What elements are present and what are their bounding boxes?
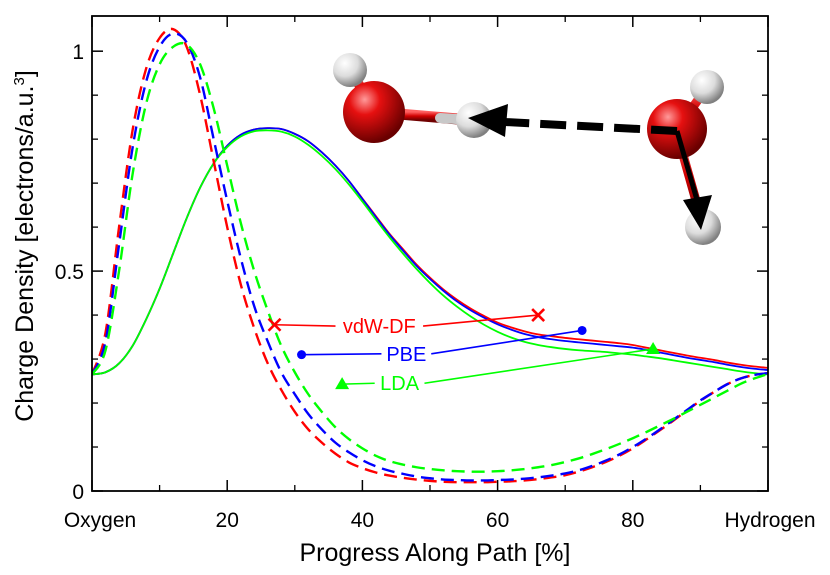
solid-path-arrowhead <box>683 195 712 230</box>
hydrogen-atom <box>333 53 367 87</box>
annotation-marker-pbe <box>577 325 587 335</box>
oxygen-atom-left <box>343 81 405 143</box>
x-axis-title: Progress Along Path [%] <box>300 539 571 567</box>
annotation-marker-vdw-df <box>531 308 546 322</box>
annotation-lda: LDA <box>335 341 661 395</box>
series-line-pbe-solid <box>92 127 768 376</box>
annotation-marker-pbe <box>297 350 307 360</box>
y-tick-label: 0.5 <box>55 261 84 284</box>
annotation-marker-lda <box>335 377 350 390</box>
y-tick-label: 0 <box>72 481 84 504</box>
series-line-vdw-df-dashed <box>92 27 768 484</box>
annotation-marker-lda <box>646 341 661 354</box>
annotation-label-pbe: PBE <box>386 344 426 366</box>
x-tick-label: 80 <box>621 509 644 532</box>
annotation-arrow-lda <box>342 382 375 385</box>
annotation-arrow-pbe <box>431 329 583 355</box>
series-lines <box>92 27 768 484</box>
axes: Oxygen 20 40 60 80 Hydrogen 0 0.5 1 <box>55 15 816 532</box>
dashed-path-arrow <box>504 118 678 135</box>
series-line-lda-solid <box>92 129 768 376</box>
series-line-pbe-dashed <box>92 32 768 482</box>
y-axis-title-main: Charge Density [electrons/a.u. <box>11 86 39 422</box>
annotations: vdW-DF PBE LDA <box>267 308 661 395</box>
annotation-arrow-pbe <box>301 352 382 356</box>
dashed-path-arrowhead <box>468 104 508 137</box>
annotation-marker-vdw-df <box>267 317 282 332</box>
annotation-label-lda: LDA <box>380 373 420 395</box>
series-line-lda-dashed <box>92 41 768 473</box>
hydrogen-atom <box>690 70 724 104</box>
annotation-arrow-lda <box>424 348 654 385</box>
x-tick-label: 40 <box>351 509 374 532</box>
water-dimer-inset <box>333 53 724 245</box>
x-tick-label: Hydrogen <box>724 509 815 532</box>
x-tick-label: 20 <box>216 509 239 532</box>
x-tick-label: Oxygen <box>64 509 136 532</box>
y-tick-label: 1 <box>72 41 84 64</box>
y-axis-title-close: ] <box>11 70 39 77</box>
solid-path-arrow <box>674 130 700 201</box>
series-line-vdw-df-solid <box>92 127 768 376</box>
y-axis-title-superscript: 3 <box>11 77 28 85</box>
annotation-pbe: PBE <box>297 325 587 366</box>
x-tick-label: 60 <box>486 509 509 532</box>
annotation-arrow-vdw-df <box>423 314 539 327</box>
plot-frame <box>91 15 769 492</box>
y-axis-title: Charge Density [electrons/a.u.3] <box>11 70 39 422</box>
annotation-arrow-vdw-df <box>274 323 336 327</box>
annotation-label-vdw-df: vdW-DF <box>343 316 416 338</box>
annotation-vdw-df: vdW-DF <box>267 308 546 338</box>
